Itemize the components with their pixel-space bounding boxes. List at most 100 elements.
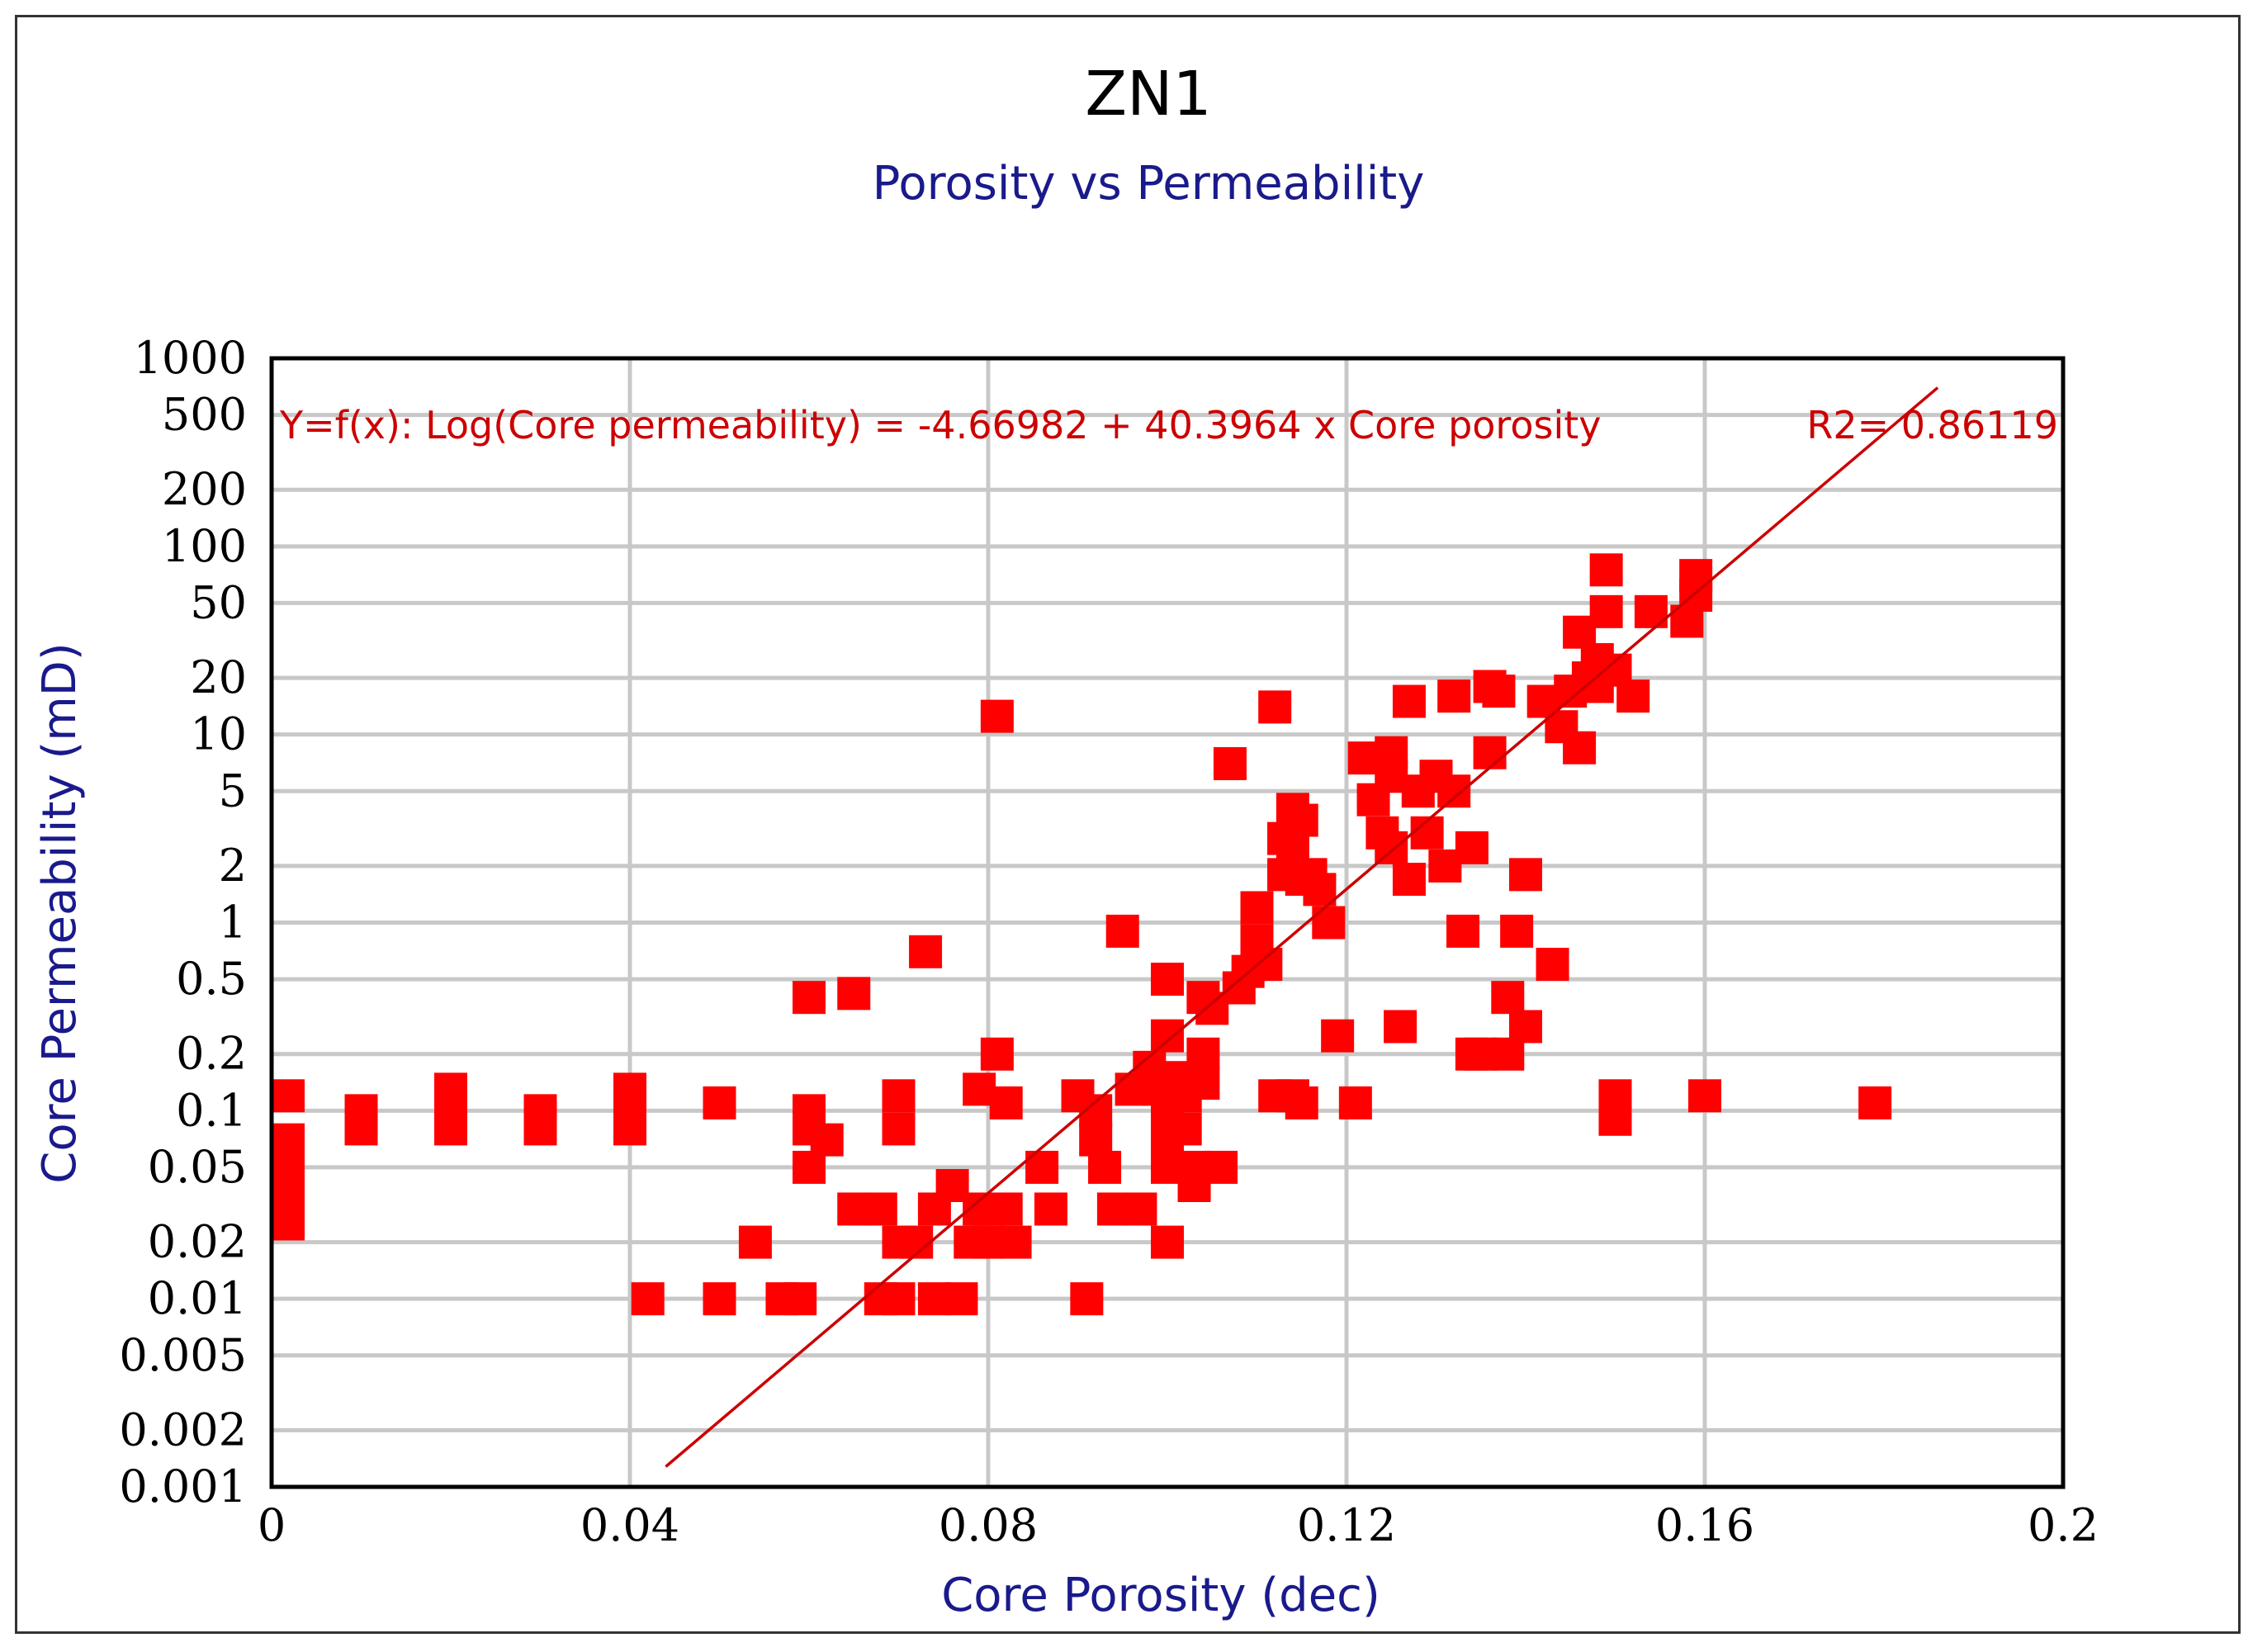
y-tick-label: 0.001 [119, 1460, 247, 1512]
data-point [989, 1086, 1023, 1119]
data-point [909, 935, 943, 968]
data-point [1204, 1150, 1238, 1184]
data-point [1034, 1192, 1067, 1226]
data-point [738, 1225, 772, 1259]
y-tick-label: 0.1 [176, 1084, 247, 1136]
data-point [1321, 1019, 1355, 1053]
y-tick-label: 5 [219, 764, 247, 817]
data-point [1303, 873, 1337, 906]
data-point [272, 1207, 305, 1241]
data-point [1482, 675, 1516, 708]
data-point [882, 1282, 916, 1316]
data-point [1446, 914, 1480, 948]
y-tick-label: 0.002 [119, 1403, 247, 1456]
data-point [980, 699, 1014, 733]
y-tick-label: 10 [190, 708, 247, 760]
data-point [1634, 594, 1668, 628]
data-point [1186, 1067, 1220, 1101]
data-point [1392, 862, 1426, 896]
chart-title: ZN1 [1085, 59, 1211, 130]
data-point [1688, 1079, 1721, 1113]
data-point [1455, 831, 1488, 864]
data-point [1168, 1112, 1202, 1146]
fit-equation: Y=f(x): Log(Core permeability) = -4.6698… [279, 403, 1601, 447]
data-point [703, 1282, 736, 1316]
y-axis-label: Core Permeability (mD) [33, 642, 87, 1183]
y-tick-label: 0.005 [119, 1329, 247, 1381]
data-point [1392, 684, 1426, 718]
data-point [631, 1282, 665, 1316]
data-point [1124, 1192, 1157, 1226]
y-tick-label: 0.2 [176, 1028, 247, 1080]
y-tick-label: 1 [219, 897, 247, 949]
data-point [613, 1112, 646, 1146]
y-tick-label: 2 [219, 840, 247, 892]
data-point [523, 1112, 557, 1146]
data-point [1858, 1086, 1892, 1119]
x-axis-label: Core Porosity (dec) [941, 1569, 1380, 1622]
data-point [1437, 774, 1471, 808]
data-point [1088, 1150, 1122, 1184]
chart-subtitle: Porosity vs Permeability [873, 157, 1425, 211]
data-point [1240, 891, 1274, 925]
data-point [703, 1086, 736, 1119]
data-point [1105, 914, 1139, 948]
data-point [783, 1282, 817, 1316]
data-point [1589, 594, 1623, 628]
data-point [1338, 1086, 1372, 1119]
data-point [944, 1282, 978, 1316]
data-point [882, 1112, 916, 1146]
data-point [810, 1123, 844, 1157]
y-tick-label: 1000 [134, 332, 247, 384]
data-point [989, 1192, 1023, 1226]
scatter-chart: ZN1 Porosity vs Permeability Y=f(x): Log… [33, 59, 2099, 1622]
data-point [1070, 1282, 1104, 1316]
data-point [1312, 906, 1346, 940]
data-point [882, 1079, 916, 1113]
fit-r2: R2= 0.86119 [1806, 403, 2058, 447]
data-point [1563, 731, 1597, 764]
x-tick-label: 0.04 [580, 1499, 679, 1551]
y-tick-label: 50 [190, 576, 247, 628]
data-point [1285, 1086, 1318, 1119]
data-point [1437, 679, 1471, 713]
data-point [1384, 1010, 1417, 1044]
data-point [1509, 1010, 1542, 1044]
y-tick-label: 500 [162, 389, 247, 441]
data-point [837, 977, 871, 1011]
data-point [1249, 948, 1283, 982]
data-point [1151, 1019, 1184, 1053]
data-point [1258, 690, 1292, 724]
data-point [344, 1112, 378, 1146]
data-point [793, 981, 826, 1015]
data-point [1491, 981, 1525, 1015]
chart-frame: ZN1 Porosity vs Permeability Y=f(x): Log… [15, 15, 2241, 1634]
y-tick-label: 0.05 [148, 1141, 247, 1193]
data-point [1151, 963, 1184, 996]
data-point [1285, 803, 1318, 837]
x-tick-label: 0.08 [939, 1499, 1038, 1551]
y-tick-label: 0.01 [148, 1272, 247, 1324]
data-point [1151, 1225, 1184, 1259]
data-point [1536, 948, 1569, 982]
y-tick-label: 0.5 [176, 953, 247, 1005]
x-tick-label: 0.2 [2028, 1499, 2099, 1551]
y-tick-label: 100 [162, 520, 247, 572]
x-tick-label: 0 [258, 1499, 286, 1551]
data-point [434, 1112, 467, 1146]
data-point [864, 1192, 897, 1226]
data-point [1500, 914, 1534, 948]
x-tick-label: 0.12 [1297, 1499, 1396, 1551]
data-point [1473, 736, 1507, 769]
y-tick-label: 200 [162, 463, 247, 515]
data-point [998, 1225, 1032, 1259]
data-point [272, 1079, 305, 1113]
data-point [980, 1037, 1014, 1071]
x-tick-label: 0.16 [1655, 1499, 1754, 1551]
data-point [1589, 553, 1623, 587]
data-point [1616, 679, 1650, 713]
plot-area: Y=f(x): Log(Core permeability) = -4.6698… [119, 332, 2099, 1551]
y-tick-label: 0.02 [148, 1216, 247, 1268]
data-point [1186, 1037, 1220, 1071]
data-point [1213, 746, 1247, 780]
